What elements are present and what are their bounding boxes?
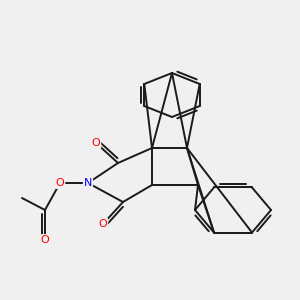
Text: O: O: [40, 235, 50, 245]
Text: O: O: [56, 178, 64, 188]
Text: O: O: [99, 219, 107, 229]
Text: N: N: [84, 178, 92, 188]
Text: O: O: [92, 138, 100, 148]
